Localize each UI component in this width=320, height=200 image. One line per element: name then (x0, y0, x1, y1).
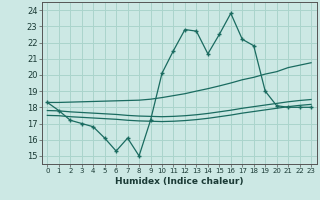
X-axis label: Humidex (Indice chaleur): Humidex (Indice chaleur) (115, 177, 244, 186)
